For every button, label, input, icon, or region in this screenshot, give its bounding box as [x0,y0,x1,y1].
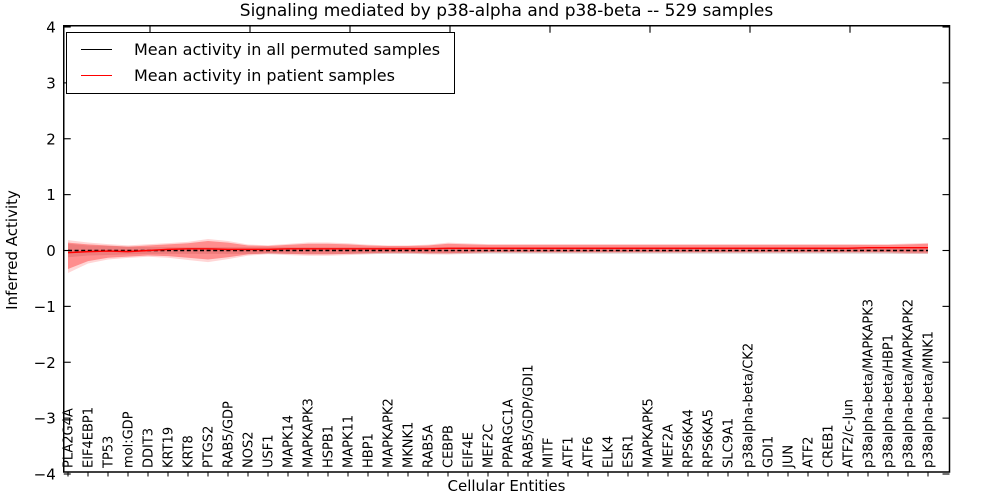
y-tick-label: 0 [46,242,56,260]
x-tick-label: PLA2G4A [62,408,77,468]
x-tick-label: RAB5/GDP [222,401,237,468]
x-tick-label: MAPK14 [282,415,297,468]
x-tick-label: MAPKAPK5 [642,398,657,468]
x-tick-label: CEBPB [442,425,457,468]
x-tick-label: RPS6KA4 [682,409,697,468]
x-tick-label: p38alpha-beta/MNK1 [922,331,937,468]
legend-entry-patient: Mean activity in patient samples [81,66,440,85]
x-tick-label: USF1 [262,434,277,468]
patient-band [68,241,928,269]
y-tick-label: −3 [34,410,56,428]
x-tick-label: SLC9A1 [722,418,737,468]
x-tick-label: KRT8 [182,435,197,468]
x-tick-label: MAPKAPK2 [382,398,397,468]
axes-frame [63,25,951,473]
x-axis-label: Cellular Entities [447,477,566,495]
y-tick-label: −2 [34,354,56,372]
x-tick-label: PPARGC1A [502,399,517,468]
x-tick-label: ATF1 [562,436,577,468]
y-tick-label: 3 [46,74,56,92]
y-tick-label: 4 [46,19,56,37]
x-tick-label: HSPB1 [322,425,337,468]
x-tick-label: RAB5/GDP/GDI1 [522,365,537,468]
legend-label: Mean activity in all permuted samples [134,40,441,59]
x-tick-label: EIF4EBP1 [82,407,97,468]
patient-mean-line [67,247,928,254]
patient-band-outer [68,239,928,273]
x-tick-label: EIF4E [462,432,477,468]
x-tick-label: p38alpha-beta/CK2 [742,343,757,468]
legend-line-sample-black [81,49,112,50]
x-tick-label: DDIT3 [142,428,157,468]
x-tick-label: MEF2A [662,424,677,468]
x-tick-label: p38alpha-beta/MAPKAPK3 [862,299,877,468]
x-tick-label: ATF2 [802,436,817,468]
x-tick-label: PTGS2 [202,426,217,468]
x-tick-label: MAPKAPK3 [302,398,317,468]
x-tick-label: HBP1 [362,433,377,468]
y-tick-label: 1 [46,186,56,204]
y-tick-label: 2 [46,130,56,148]
x-tick-label: RPS6KA5 [702,409,717,468]
x-tick-label: ELK4 [602,436,617,468]
x-tick-label: GDI1 [762,436,777,468]
x-tick-label: mol:GDP [122,411,137,468]
x-tick-label: TP53 [102,436,117,469]
x-tick-label: RAB5A [422,424,437,468]
chart-title: Signaling mediated by p38-alpha and p38-… [239,1,774,21]
y-tick-label: −4 [34,466,56,484]
x-tick-label: MAPK11 [342,415,357,468]
x-tick-label: KRT19 [162,427,177,468]
x-tick-label: MKNK1 [402,422,417,468]
x-tick-label: ATF6 [582,436,597,468]
x-tick-label: MITF [542,438,557,468]
y-axis-label: Inferred Activity [3,190,21,310]
x-tick-label: p38alpha-beta/MAPKAPK2 [902,299,917,468]
x-tick-label: CREB1 [822,424,837,468]
legend: Mean activity in all permuted samples Me… [66,32,456,94]
x-tick-label: NOS2 [242,432,257,468]
x-tick-label: ATF2/c-Jun [842,399,857,468]
x-tick-label: JUN [782,445,797,469]
y-tick-label: −1 [34,298,56,316]
x-tick-label: MEF2C [482,424,497,468]
legend-line-sample-red [81,75,112,76]
legend-entry-permuted: Mean activity in all permuted samples [81,40,440,59]
x-tick-label: p38alpha-beta/HBP1 [882,334,897,468]
x-tick-label: ESR1 [622,434,637,468]
legend-label: Mean activity in patient samples [134,66,395,85]
